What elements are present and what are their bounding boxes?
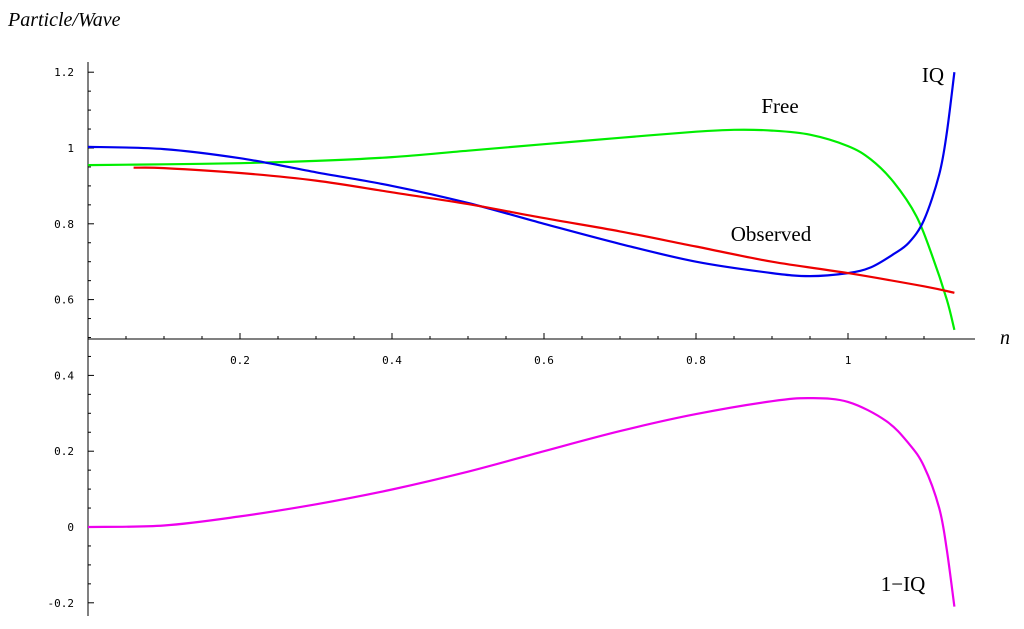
series-label-observed: Observed [731, 222, 812, 246]
y-tick-label: 1 [67, 142, 74, 155]
y-tick-label: 0.4 [54, 369, 74, 382]
y-tick-label: 0 [67, 521, 74, 534]
series-line-iq [87, 72, 956, 278]
y-tick-label: 0.2 [54, 445, 74, 458]
y-tick-label: 0.6 [54, 294, 74, 307]
series-label-free: Free [761, 94, 798, 118]
x-tick-label: 1 [845, 354, 852, 367]
axes: -0.2 0 0.2 0.4 0.6 0.8 1 1.2 0.2 0.4 0.6 0.8 1 [48, 62, 975, 616]
y-tick-label: -0.2 [48, 597, 75, 610]
x-tick-label: 0.2 [230, 354, 250, 367]
curves [87, 72, 956, 607]
x-tick-label: 0.8 [686, 354, 706, 367]
series-line-observed [133, 166, 955, 294]
y-tick-label: 1.2 [54, 66, 74, 79]
series-line-free [87, 128, 956, 331]
series-line-one-minus-iq [87, 396, 956, 607]
x-axis-title: n [1000, 327, 1010, 349]
x-tick-label: 0.6 [534, 354, 554, 367]
curve-labels: Free IQ Observed 1−IQ [731, 63, 944, 596]
y-tick-label: 0.8 [54, 218, 74, 231]
x-tick-label: 0.4 [382, 354, 402, 367]
y-axis-title: Particle/Wave [7, 9, 121, 31]
series-label-iq: IQ [922, 63, 944, 87]
series-label-one-minus-iq: 1−IQ [881, 572, 926, 596]
